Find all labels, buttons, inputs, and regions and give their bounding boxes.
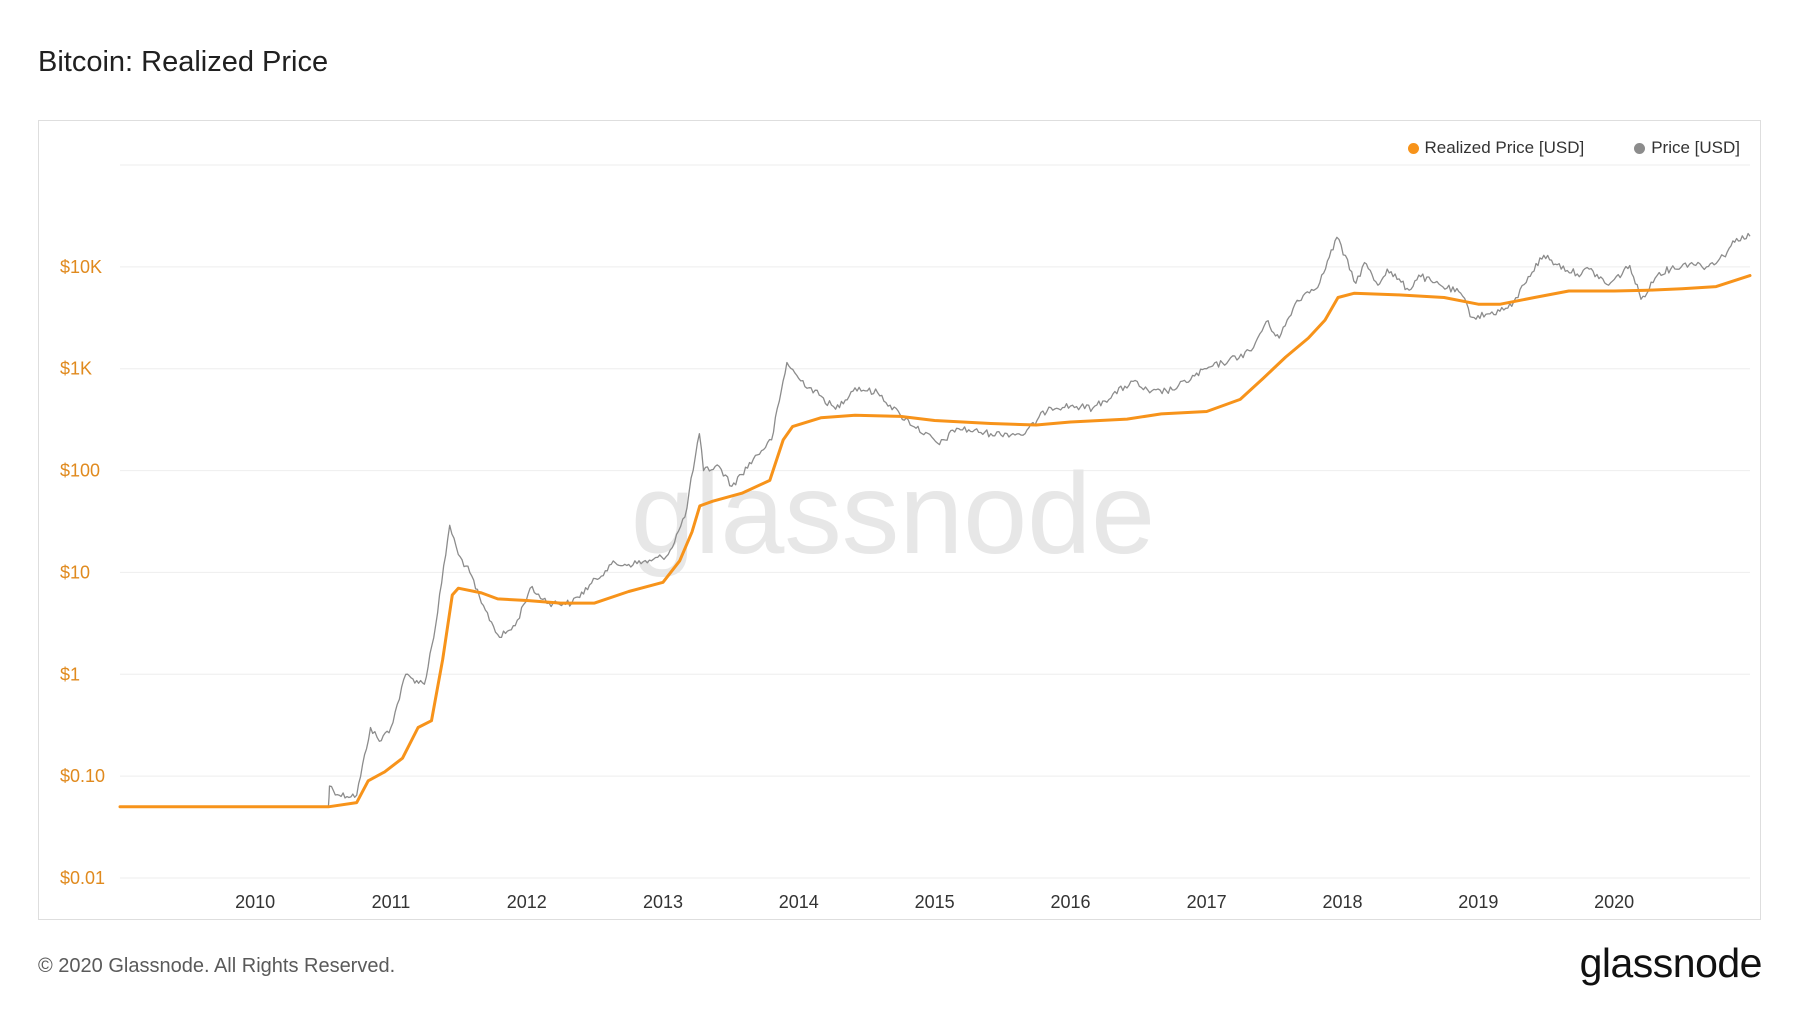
x-tick-label: 2015: [915, 892, 955, 912]
y-tick-label: $0.01: [60, 868, 105, 888]
x-tick-label: 2014: [779, 892, 819, 912]
realized-price-line: [118, 274, 1752, 809]
y-tick-label: $10: [60, 562, 90, 582]
orange-dot-icon: [1407, 142, 1419, 154]
chart-frame: [38, 120, 1761, 920]
y-tick-label: $1: [60, 664, 80, 684]
y-tick-label: $100: [60, 461, 100, 481]
grid-lines: [120, 164, 1750, 879]
y-tick-label: $10K: [60, 257, 102, 277]
legend-item-price[interactable]: Price [USD]: [1634, 138, 1740, 158]
legend-item-realized-price[interactable]: Realized Price [USD]: [1407, 138, 1585, 158]
chart-legend: Realized Price [USD] Price [USD]: [1407, 138, 1740, 158]
x-tick-label: 2013: [643, 892, 683, 912]
gray-dot-icon: [1634, 142, 1646, 154]
legend-label-price: Price [USD]: [1651, 138, 1740, 157]
watermark-text: glassnode: [631, 450, 1155, 578]
y-tick-label: $0.10: [60, 766, 105, 786]
y-axis-ticks: $0.01 $0.10 $1 $10 $100 $1K $10K: [60, 257, 105, 888]
glassnode-logo[interactable]: glassnode: [1579, 940, 1763, 986]
page-title: Bitcoin: Realized Price: [38, 46, 329, 78]
x-tick-label: 2017: [1187, 892, 1227, 912]
x-tick-label: 2020: [1594, 892, 1634, 912]
series-lines: [118, 232, 1752, 809]
x-tick-label: 2016: [1050, 892, 1090, 912]
x-tick-label: 2018: [1322, 892, 1362, 912]
x-tick-label: 2010: [235, 892, 275, 912]
legend-label-realized-price: Realized Price [USD]: [1424, 138, 1585, 157]
y-tick-label: $1K: [60, 359, 92, 379]
footer-copyright: © 2020 Glassnode. All Rights Reserved.: [38, 955, 396, 977]
x-tick-label: 2012: [507, 892, 547, 912]
x-axis-ticks: 2010 2011 2012 2013 2014 2015 2016 2017 2018 2019…: [235, 892, 1634, 912]
x-tick-label: 2011: [372, 892, 411, 912]
x-tick-label: 2019: [1458, 892, 1498, 912]
